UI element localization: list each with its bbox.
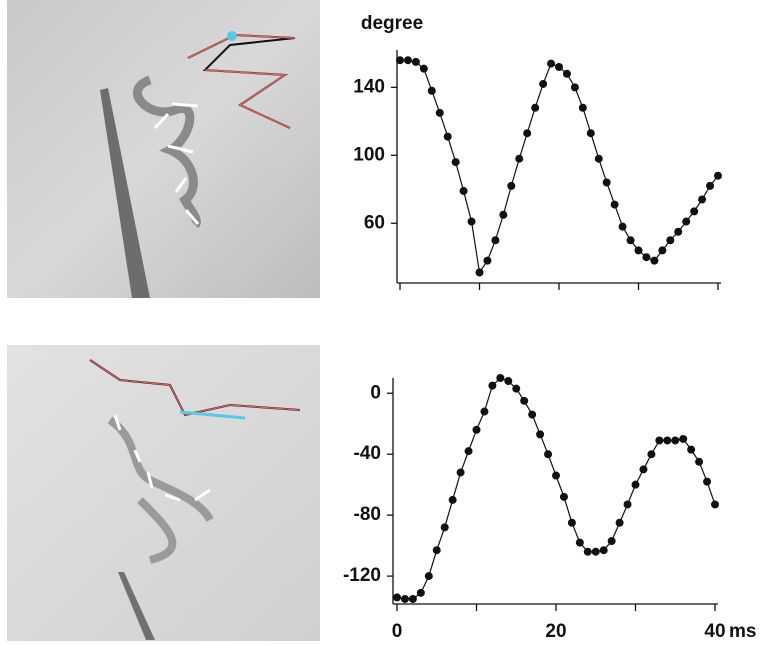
- data-point: [520, 396, 529, 405]
- data-point: [714, 171, 722, 180]
- data-point: [655, 436, 664, 445]
- data-point: [658, 246, 667, 255]
- data-point: [706, 181, 715, 190]
- data-point: [443, 132, 452, 141]
- data-point: [464, 447, 473, 456]
- data-point: [536, 430, 545, 439]
- data-point: [634, 246, 643, 255]
- data-point: [483, 256, 492, 265]
- data-point: [570, 83, 579, 92]
- data-point: [647, 450, 656, 459]
- data-point: [480, 407, 489, 416]
- data-point: [674, 227, 683, 236]
- data-point: [578, 103, 587, 112]
- x-tick-label: 40: [704, 621, 725, 642]
- data-point: [496, 374, 505, 382]
- data-point: [663, 436, 672, 445]
- data-point: [642, 253, 651, 262]
- data-point: [448, 495, 457, 504]
- data-point: [626, 236, 635, 245]
- data-point: [507, 181, 516, 190]
- data-point: [451, 158, 460, 167]
- data-point: [682, 217, 691, 226]
- data-point: [552, 471, 560, 480]
- data-point: [618, 222, 627, 231]
- data-point: [408, 594, 417, 603]
- data-point: [639, 465, 648, 474]
- data-point: [499, 210, 508, 219]
- data-point: [583, 547, 592, 556]
- data-point: [698, 195, 707, 204]
- data-point: [599, 546, 608, 555]
- data-point: [435, 108, 444, 117]
- y-tick-label: -40: [354, 443, 381, 464]
- data-point: [393, 593, 401, 602]
- data-point: [424, 572, 433, 581]
- data-point: [467, 217, 476, 226]
- y-tick-label: 140: [353, 76, 385, 97]
- data-point: [711, 500, 719, 509]
- data-point: [607, 537, 616, 546]
- data-point: [432, 546, 441, 555]
- chart-title: degree: [361, 13, 423, 34]
- y-tick-label: -120: [343, 565, 381, 586]
- y-tick-label: 0: [370, 382, 381, 403]
- y-tick-label: -80: [354, 504, 381, 525]
- data-point: [687, 445, 696, 454]
- data-point: [631, 480, 640, 489]
- data-point: [475, 268, 484, 277]
- data-point: [695, 457, 704, 466]
- data-point: [488, 381, 497, 390]
- data-point: [400, 594, 409, 603]
- data-point: [419, 64, 428, 73]
- data-point: [523, 129, 532, 138]
- x-axis-label: ms: [729, 621, 756, 642]
- data-point: [562, 69, 571, 78]
- data-point: [690, 207, 699, 216]
- data-point: [591, 547, 600, 556]
- data-point: [567, 518, 576, 527]
- data-point: [544, 450, 553, 459]
- data-point: [650, 256, 659, 265]
- data-point: [602, 178, 611, 187]
- data-point: [528, 410, 537, 419]
- y-tick-label: 60: [364, 212, 385, 233]
- data-point: [679, 434, 688, 443]
- data-point: [594, 154, 603, 163]
- data-point: [427, 86, 436, 95]
- data-point: [666, 236, 675, 245]
- data-point: [515, 154, 524, 163]
- data-point: [512, 384, 521, 393]
- data-point: [615, 518, 624, 527]
- data-point: [440, 523, 449, 532]
- data-point: [491, 236, 500, 245]
- data-point: [559, 492, 568, 501]
- data-point: [411, 57, 420, 66]
- data-point: [396, 56, 404, 65]
- data-point: [575, 538, 584, 547]
- data-point: [610, 200, 619, 209]
- data-point: [671, 436, 680, 445]
- photo-bottom: [7, 345, 320, 641]
- x-tick-label: 0: [392, 621, 403, 642]
- y-tick-label: 100: [353, 144, 385, 165]
- data-point: [403, 56, 412, 65]
- data-point: [416, 588, 425, 597]
- data-point: [472, 425, 481, 434]
- data-point: [703, 477, 712, 486]
- data-point: [623, 500, 632, 509]
- data-point: [504, 377, 513, 386]
- data-point: [459, 186, 468, 195]
- photo-top: [7, 0, 320, 298]
- data-point: [531, 103, 540, 112]
- data-point: [539, 79, 548, 88]
- x-tick-label: 20: [545, 621, 566, 642]
- data-point: [547, 59, 556, 68]
- data-point: [456, 468, 465, 477]
- data-point: [555, 62, 563, 71]
- data-line: [396, 377, 716, 600]
- data-point: [586, 129, 595, 138]
